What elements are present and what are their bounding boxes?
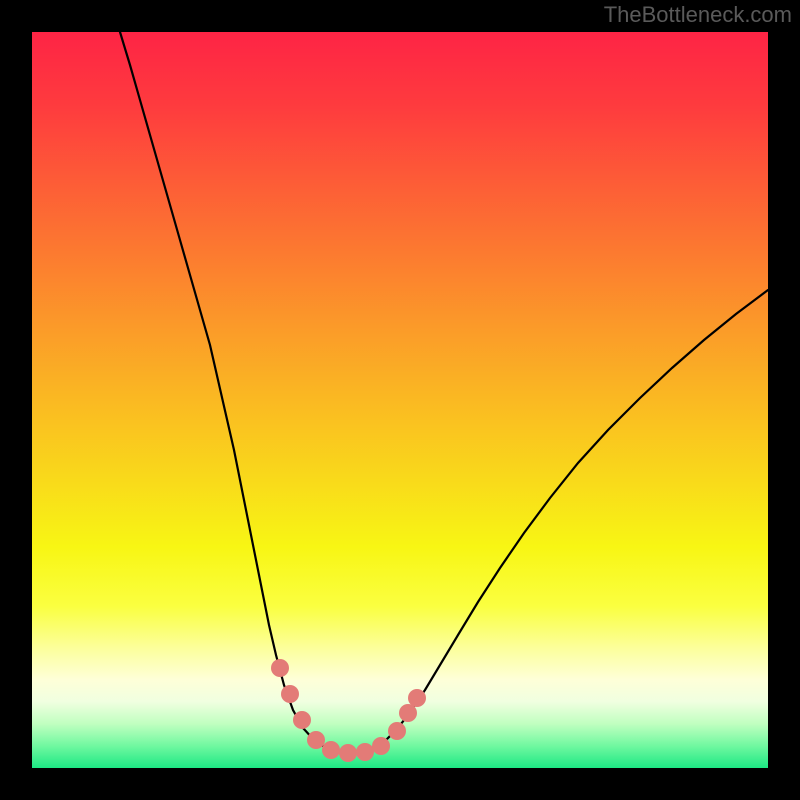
marker-point (388, 722, 406, 740)
plot-background (32, 32, 768, 768)
chart-frame: TheBottleneck.com (0, 0, 800, 800)
marker-point (372, 737, 390, 755)
marker-point (356, 743, 374, 761)
marker-point (307, 731, 325, 749)
marker-point (339, 744, 357, 762)
marker-point (293, 711, 311, 729)
marker-point (281, 685, 299, 703)
watermark-text: TheBottleneck.com (604, 2, 792, 28)
bottleneck-chart (0, 0, 800, 800)
marker-point (322, 741, 340, 759)
marker-point (408, 689, 426, 707)
marker-point (399, 704, 417, 722)
marker-point (271, 659, 289, 677)
